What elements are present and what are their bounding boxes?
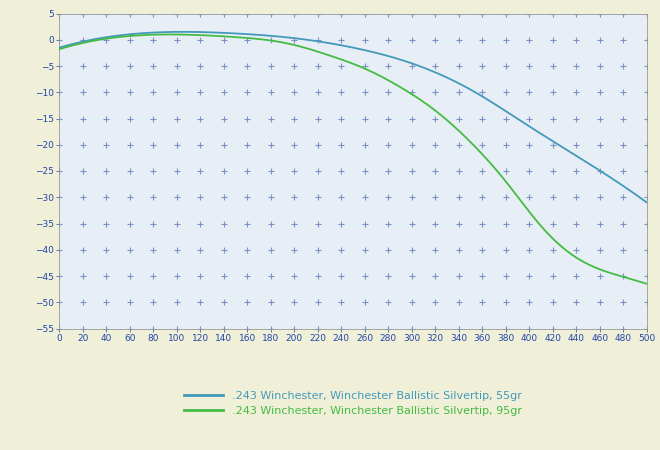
Legend: .243 Winchester, Winchester Ballistic Silvertip, 55gr, .243 Winchester, Winchest: .243 Winchester, Winchester Ballistic Si…	[184, 391, 522, 416]
